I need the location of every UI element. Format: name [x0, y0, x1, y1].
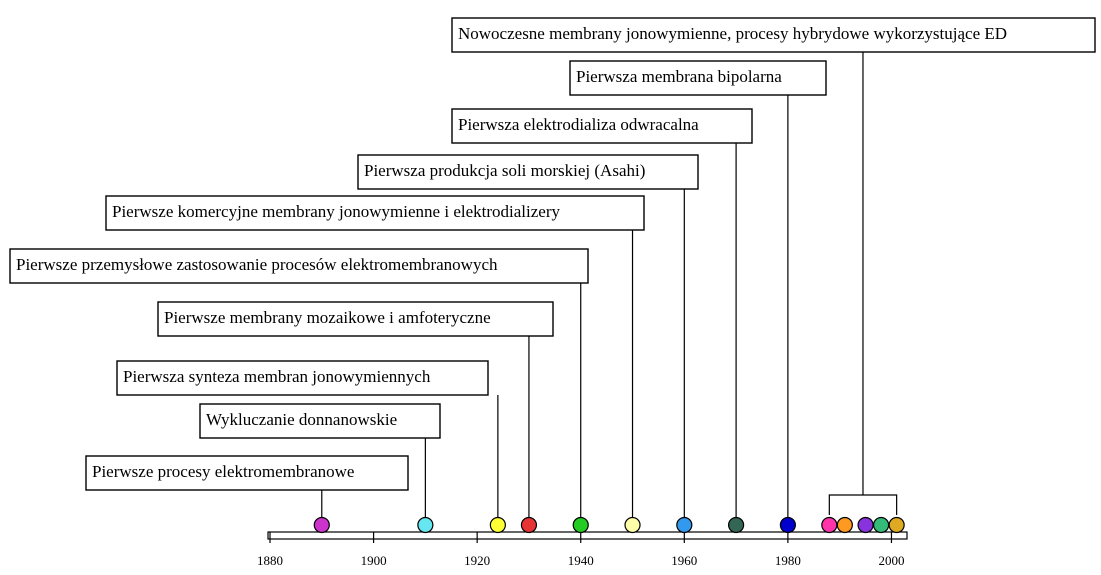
event-label: Wykluczanie donnanowskie — [206, 410, 397, 429]
event-dot — [572, 516, 589, 534]
x-tick-label: 2000 — [878, 553, 904, 568]
event-dot — [624, 516, 641, 534]
event-box — [9, 248, 589, 284]
event-label: Nowoczesne membrany jonowymienne, proces… — [458, 24, 1007, 43]
event-label: Pierwsze przemysłowe zastosowanie proces… — [16, 255, 498, 274]
event-label: Pierwsze membrany mozaikowe i amfoterycz… — [164, 308, 491, 327]
event-dot — [489, 516, 506, 534]
event-label: Pierwsza membrana bipolarna — [576, 67, 782, 86]
event-box — [105, 195, 645, 231]
event-box — [451, 108, 753, 144]
event-dot — [857, 516, 874, 534]
event-label: Pierwsza produkcja soli morskiej (Asahi) — [364, 161, 645, 180]
event-label: Pierwsze procesy elektromembranowe — [92, 462, 354, 481]
event-dot — [873, 516, 890, 534]
event-box — [157, 301, 554, 337]
event-dot — [417, 516, 434, 534]
event-dot — [727, 516, 745, 534]
event-box — [451, 17, 1096, 53]
event-box — [116, 360, 489, 396]
x-tick-label: 1880 — [257, 553, 283, 568]
event-box — [199, 403, 441, 439]
x-tick-label: 1960 — [671, 553, 697, 568]
event-box — [85, 455, 409, 491]
event-dot — [821, 516, 838, 534]
event-dot — [888, 516, 905, 534]
event-dot — [779, 516, 796, 534]
event-dot — [836, 516, 853, 534]
event-dot — [520, 516, 538, 534]
event-label: Pierwsza synteza membran jonowymiennych — [123, 367, 431, 386]
event-label: Pierwsze komercyjne membrany jonowymienn… — [112, 202, 560, 221]
x-tick-label: 1980 — [775, 553, 801, 568]
event-dot — [313, 516, 330, 534]
x-tick-label: 1920 — [464, 553, 490, 568]
event-box — [569, 60, 827, 96]
group-bracket — [828, 494, 898, 515]
event-box — [357, 154, 699, 190]
event-label: Pierwsza elektrodializa odwracalna — [458, 115, 699, 134]
x-tick-label: 1900 — [361, 553, 387, 568]
event-dot — [676, 516, 693, 534]
axis-bar — [267, 531, 908, 540]
x-tick-label: 1940 — [568, 553, 594, 568]
